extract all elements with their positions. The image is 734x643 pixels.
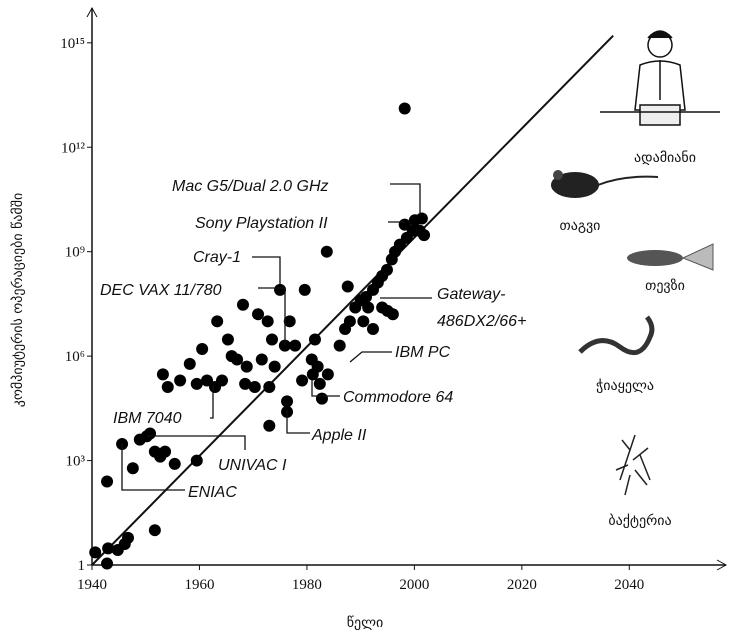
fish-icon	[627, 244, 713, 270]
point	[281, 395, 293, 407]
y-tick-label: 10¹⁵	[60, 36, 85, 52]
bacteria-icon	[616, 435, 650, 495]
point	[399, 102, 411, 114]
worm-icon	[580, 317, 652, 353]
annotation: DEC VAX 11/780	[100, 282, 222, 299]
point	[299, 284, 311, 296]
point	[418, 229, 430, 241]
point	[249, 381, 261, 393]
point	[263, 420, 275, 432]
trend-line	[92, 36, 613, 565]
point	[362, 301, 374, 313]
scale-label: თაგვი	[560, 218, 601, 234]
point	[101, 476, 113, 488]
x-axis-label: წელი	[347, 615, 384, 631]
x-tick-label: 1940	[77, 577, 107, 593]
point	[322, 368, 334, 380]
annotation: Apple II	[311, 427, 367, 444]
annotation: IBM PC	[395, 344, 451, 361]
x-tick-label: 1960	[184, 577, 214, 593]
point	[101, 558, 113, 570]
point	[191, 378, 203, 390]
point	[127, 462, 139, 474]
y-tick-label: 10¹²	[61, 140, 85, 156]
point	[263, 381, 275, 393]
y-tick-label: 1	[78, 558, 86, 574]
point	[342, 281, 354, 293]
point	[266, 334, 278, 346]
point	[274, 284, 286, 296]
point	[316, 393, 328, 405]
y-tick-label: 10⁶	[65, 349, 85, 365]
point	[162, 381, 174, 393]
x-tick-label: 2020	[507, 577, 537, 593]
leader-line	[390, 184, 420, 215]
point	[416, 212, 428, 224]
point	[184, 358, 196, 370]
point	[216, 374, 228, 386]
point	[321, 246, 333, 258]
point	[252, 308, 264, 320]
y-tick-label: 10³	[66, 454, 86, 470]
annotation: 486DX2/66+	[437, 313, 526, 330]
y-tick-label: 10⁹	[65, 245, 85, 261]
point	[157, 368, 169, 380]
scale-label: ჭიაყელა	[596, 378, 654, 394]
annotation: Cray-1	[193, 249, 241, 266]
annotation: UNIVAC I	[218, 457, 287, 474]
annotation: Gateway-	[437, 286, 505, 303]
point	[289, 340, 301, 352]
point	[309, 334, 321, 346]
annotation: Commodore 64	[343, 389, 453, 406]
chart: წელი კომპიუტერის ოპერაციები წამში 1940 19…	[0, 0, 734, 639]
point	[237, 299, 249, 311]
point	[211, 315, 223, 327]
y-axis-label: კომპიუტერის ოპერაციები წამში	[9, 193, 26, 408]
point	[241, 361, 253, 373]
point	[269, 361, 281, 373]
leader-line	[252, 257, 280, 285]
point	[191, 455, 203, 467]
point	[231, 353, 243, 365]
point	[314, 378, 326, 390]
point	[262, 315, 274, 327]
point	[387, 308, 399, 320]
point	[334, 340, 346, 352]
point	[196, 343, 208, 355]
leader-line	[350, 352, 392, 362]
mouse-icon	[551, 170, 658, 198]
point	[169, 458, 181, 470]
x-tick-label: 2000	[399, 577, 429, 593]
scale-label: ბაქტერია	[608, 512, 671, 529]
x-tick-label: 2040	[614, 577, 644, 593]
point	[367, 323, 379, 335]
point	[89, 546, 101, 558]
point	[381, 264, 393, 276]
scale-label: თევზი	[645, 278, 685, 294]
point	[174, 374, 186, 386]
point	[144, 427, 156, 439]
x-tick-label: 1980	[292, 577, 322, 593]
point	[357, 315, 369, 327]
point	[122, 532, 134, 544]
point	[149, 524, 161, 536]
scale-label: ადამიანი	[634, 150, 696, 166]
annotation: Sony Playstation II	[195, 215, 328, 232]
point	[296, 374, 308, 386]
annotation: ENIAC	[188, 484, 237, 501]
annotation: Mac G5/Dual 2.0 GHz	[172, 178, 329, 195]
annotation: IBM 7040	[113, 410, 182, 427]
point	[222, 334, 234, 346]
point	[344, 315, 356, 327]
human-icon	[600, 31, 720, 125]
point	[256, 353, 268, 365]
point	[159, 446, 171, 458]
